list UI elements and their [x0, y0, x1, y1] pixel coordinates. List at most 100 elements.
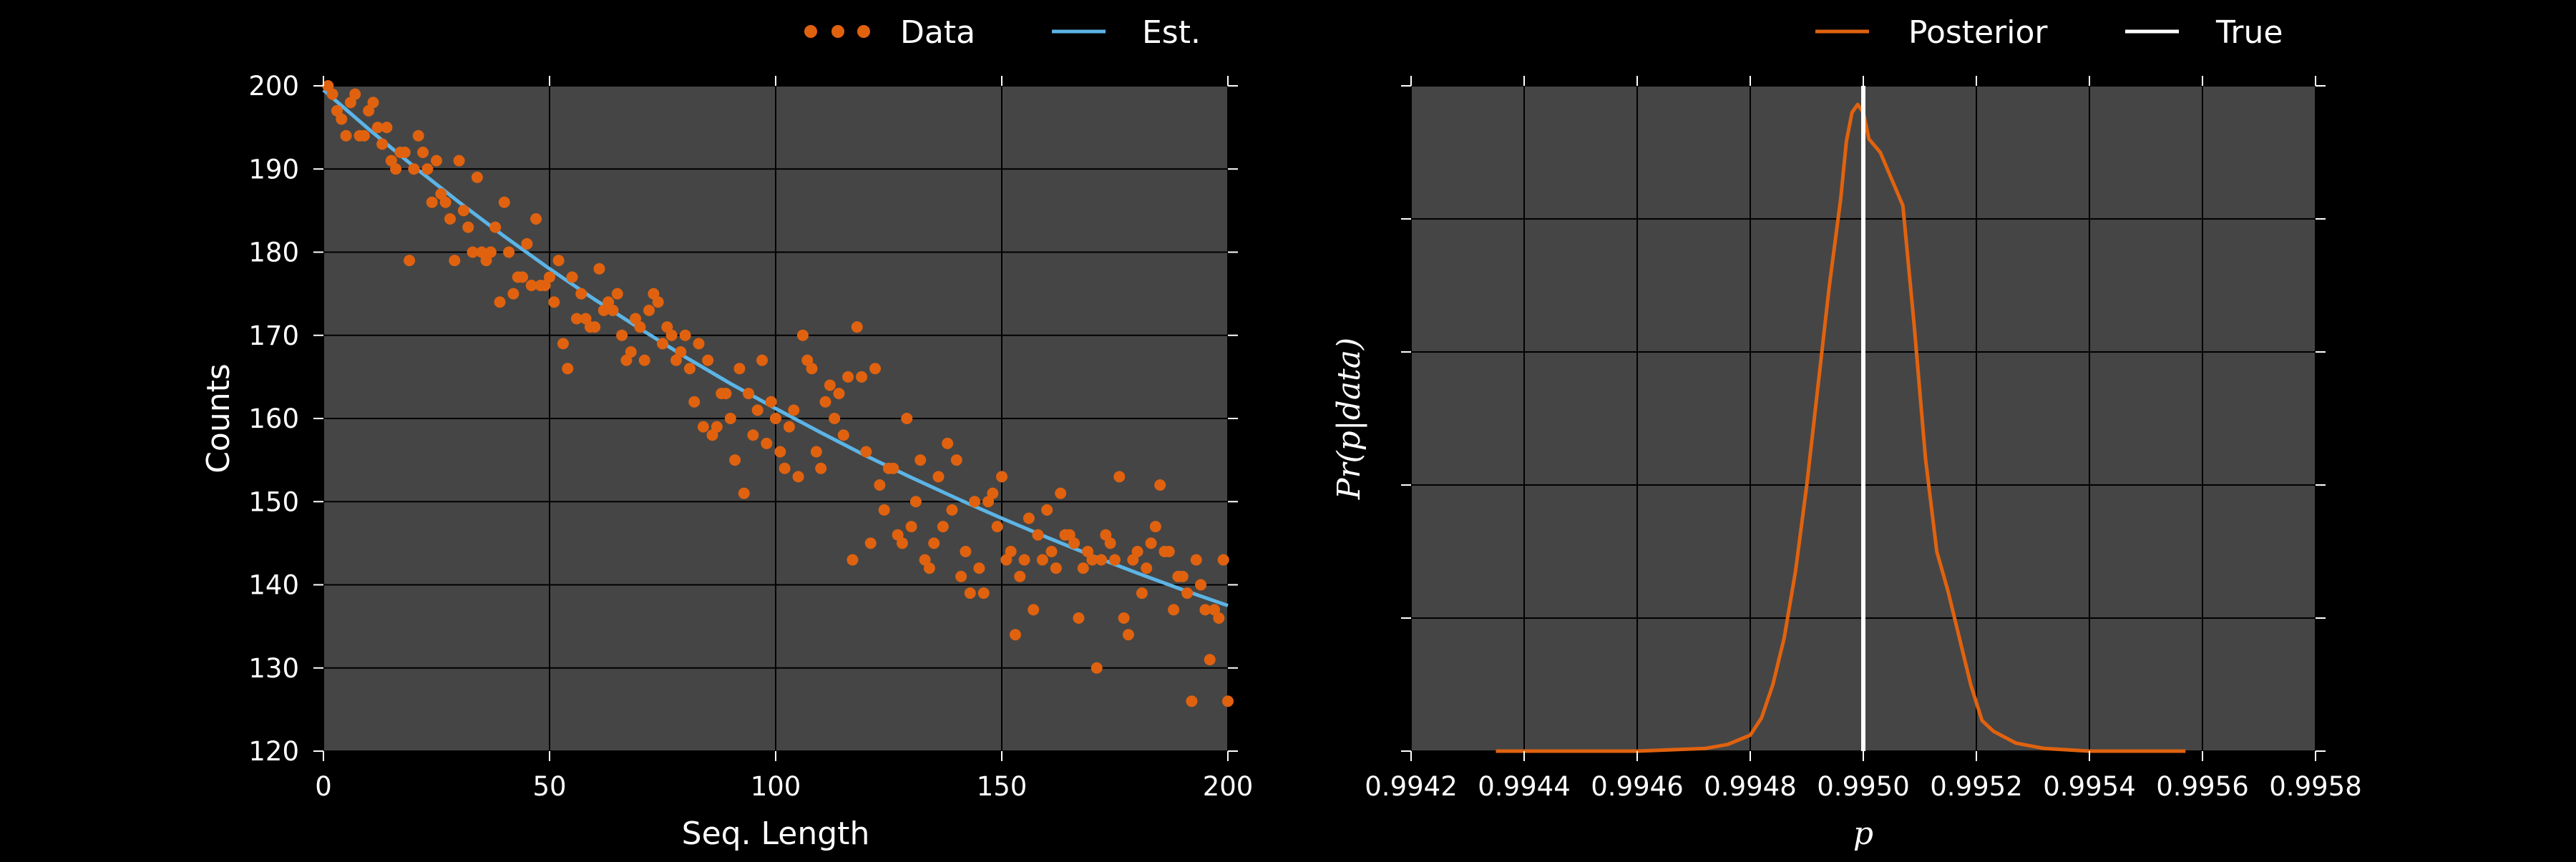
data-point: [408, 163, 420, 175]
data-point: [932, 471, 945, 483]
data-point: [326, 88, 338, 100]
data-point: [946, 504, 958, 516]
data-point: [1091, 662, 1103, 674]
data-point: [471, 171, 483, 183]
data-point: [638, 354, 650, 366]
data-point: [449, 255, 461, 267]
left-x-axis-label: Seq. Length: [682, 816, 870, 852]
data-point: [1068, 537, 1080, 549]
data-point: [657, 338, 668, 350]
data-point: [607, 304, 619, 316]
data-point: [1163, 546, 1175, 557]
data-point: [544, 271, 555, 283]
data-point: [824, 379, 836, 391]
data-point: [1036, 554, 1048, 566]
data-point: [837, 429, 849, 441]
data-point: [847, 554, 859, 566]
data-point: [570, 313, 582, 325]
data-point: [792, 471, 804, 483]
data-point: [616, 329, 628, 341]
data-point: [484, 246, 497, 258]
data-point: [381, 122, 393, 134]
data-point: [829, 413, 841, 424]
data-point: [552, 255, 565, 267]
data-point: [937, 521, 949, 533]
data-point: [566, 271, 578, 283]
data-point: [494, 296, 506, 308]
left-y-axis-label: Counts: [200, 363, 237, 474]
data-point: [1050, 562, 1062, 574]
data-point: [774, 446, 786, 458]
data-point: [1086, 554, 1098, 566]
estimate-line: [322, 88, 1229, 607]
data-point: [562, 363, 574, 375]
data-point: [525, 280, 537, 291]
data-point: [851, 321, 863, 333]
data-point: [399, 147, 411, 158]
y-tick-label: 140: [248, 570, 299, 601]
data-point: [1149, 521, 1161, 533]
y-tick-label: 200: [248, 71, 299, 102]
data-point: [747, 429, 759, 441]
data-point: [864, 537, 877, 549]
left-tick-marks: [313, 76, 1238, 761]
legend-data-marker: [831, 25, 844, 38]
data-point: [675, 346, 687, 358]
data-point: [340, 129, 352, 142]
data-point: [426, 196, 438, 208]
data-point: [969, 496, 981, 508]
legend-data-label: Data: [900, 14, 975, 51]
data-point: [909, 496, 922, 508]
data-point: [371, 122, 384, 134]
data-point: [431, 155, 442, 167]
data-point: [765, 396, 777, 408]
data-point: [652, 296, 664, 308]
data-point: [1073, 612, 1085, 624]
data-point: [1045, 546, 1058, 557]
data-point: [530, 213, 542, 225]
posterior-chart: 0.9942 0.9944 0.9946 0.9948 0.9950 0.9952 0.99…: [1331, 14, 2362, 852]
data-point: [923, 562, 935, 574]
data-point: [991, 521, 1003, 533]
data-point: [720, 388, 732, 400]
data-point: [1154, 479, 1166, 491]
data-point: [810, 446, 822, 458]
data-point: [815, 462, 827, 474]
data-point: [412, 129, 424, 142]
data-point: [417, 147, 429, 158]
data-point: [1195, 579, 1207, 591]
data-point: [404, 255, 416, 267]
right-tick-marks: [1401, 76, 2326, 761]
x-tick-label: 0.9944: [1478, 771, 1570, 802]
data-point: [1168, 604, 1180, 616]
x-tick-label: 200: [1203, 771, 1254, 802]
x-tick-label: 100: [751, 771, 801, 802]
data-point: [390, 163, 402, 175]
data-point: [869, 363, 882, 375]
data-point: [960, 546, 972, 557]
data-point: [1204, 654, 1216, 666]
data-point: [1118, 612, 1130, 624]
data-point: [756, 354, 769, 366]
data-point: [743, 388, 755, 400]
data-point: [833, 388, 845, 400]
data-point: [1009, 629, 1021, 641]
data-point: [1181, 587, 1194, 599]
right-x-axis-label: p: [1853, 816, 1873, 852]
data-point: [914, 454, 927, 466]
data-point: [977, 587, 990, 599]
data-point: [439, 196, 452, 208]
data-point: [874, 479, 886, 491]
right-y-axis-label: Pr(p|data): [1331, 338, 1367, 500]
data-point: [589, 321, 601, 333]
x-tick-label: 0.9958: [2269, 771, 2361, 802]
data-points-group: [322, 80, 1234, 707]
data-point: [575, 288, 587, 300]
y-tick-label: 120: [248, 736, 299, 767]
left-x-tick-labels: 0 50 100 150 200: [315, 771, 1253, 802]
data-point: [1109, 554, 1121, 566]
data-point: [1005, 546, 1017, 557]
data-point: [1028, 604, 1040, 616]
left-y-tick-labels: 120 130 140 150 160 170 180 190 200: [248, 71, 299, 767]
